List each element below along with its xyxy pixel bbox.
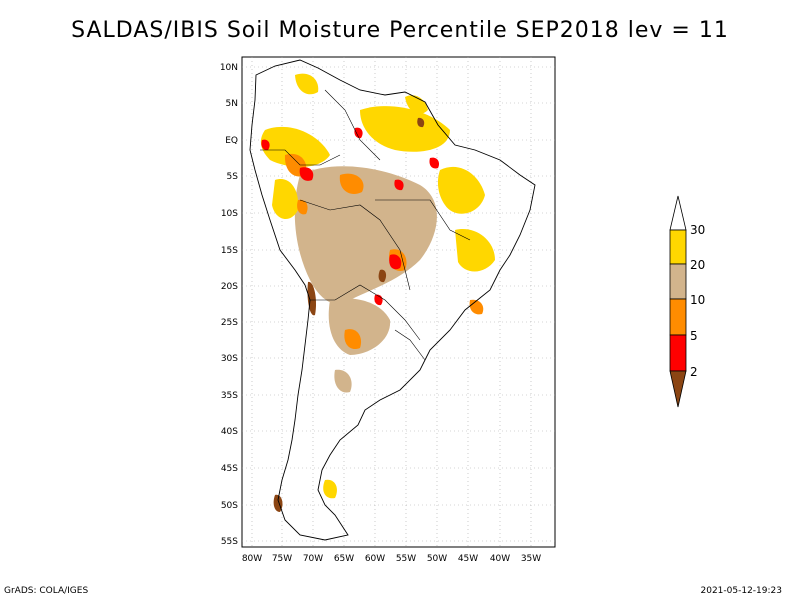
legend-label: 5 [690,329,698,343]
lon-label: 45W [458,554,478,564]
legend-swatch-2-5 [669,334,687,372]
legend-swatch-5-10 [669,298,687,336]
legend-label: 10 [690,293,705,307]
lat-label: 45S [221,464,238,474]
lat-label: 10N [220,63,238,73]
lat-label: 10S [221,209,238,219]
lat-label: 55S [221,537,238,547]
legend-label: 2 [690,365,698,379]
lat-label: 50S [221,501,238,511]
lat-label: 5S [227,172,239,182]
legend-bottom-arrow [669,370,687,408]
legend-top-arrow [669,195,687,231]
lon-label: 40W [490,554,510,564]
lon-axis: 80W 75W 70W 65W 60W 55W 50W 45W 40W 35W [242,554,541,564]
legend-swatch-10-20 [669,263,687,300]
lat-label: 5N [226,99,238,109]
color-legend [669,195,687,408]
soil-moisture-field [260,73,495,512]
legend-labels: 30 20 10 5 2 [690,223,705,379]
lat-label: 25S [221,318,238,328]
lat-label: EQ [225,136,238,146]
lon-label: 65W [334,554,354,564]
lon-label: 80W [242,554,262,564]
country-borders [260,89,471,361]
lon-label: 70W [303,554,323,564]
lon-label: 35W [521,554,541,564]
lat-axis: 10N 5N EQ 5S 10S 15S 20S 25S 30S 35S 40S… [220,63,238,547]
lon-label: 50W [427,554,447,564]
legend-label: 20 [690,258,705,272]
lat-label: 30S [221,354,238,364]
footer-credit: GrADS: COLA/IGES [4,586,89,596]
lon-label: 55W [396,554,416,564]
lon-label: 75W [272,554,292,564]
map-title: SALDAS/IBIS Soil Moisture Percentile SEP… [71,18,729,43]
lat-label: 20S [221,282,238,292]
footer-timestamp: 2021-05-12-19:23 [700,586,783,596]
lat-label: 15S [221,246,238,256]
lat-label: 35S [221,391,238,401]
legend-label: 30 [690,223,705,237]
legend-swatch-20-30 [669,229,687,265]
lon-label: 60W [365,554,385,564]
grid-lines [242,57,555,547]
lat-label: 40S [221,427,238,437]
south-america-outline [249,59,536,541]
plot-frame [241,56,556,548]
